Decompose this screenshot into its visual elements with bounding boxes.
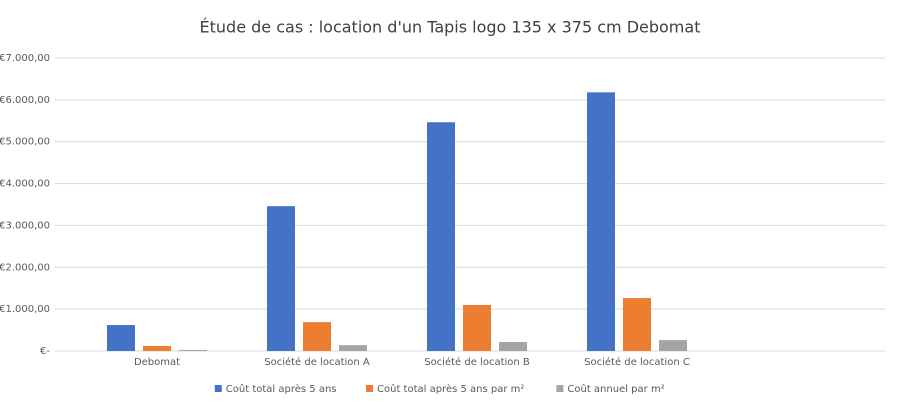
y-tick-label: €3.000,00	[0, 220, 50, 231]
legend-swatch	[556, 385, 564, 392]
bar	[587, 92, 615, 351]
y-tick-label: €6.000,00	[0, 95, 50, 106]
bar	[463, 304, 491, 351]
chart-title: Étude de cas : location d'un Tapis logo …	[200, 18, 701, 37]
x-tick-label: Debomat	[134, 357, 180, 368]
y-tick-label: €5.000,00	[0, 137, 50, 148]
bar	[267, 206, 295, 351]
bar	[339, 345, 367, 351]
bar	[427, 122, 455, 351]
y-tick-label: €1.000,00	[0, 304, 50, 315]
bar	[143, 345, 171, 351]
bar	[303, 322, 331, 351]
legend-label: Coût annuel par m²	[567, 383, 664, 395]
legend-swatch	[214, 385, 222, 392]
legend-swatch	[366, 385, 373, 392]
bar	[659, 340, 687, 351]
legend-label: Coût total après 5 ans	[226, 383, 337, 395]
bar	[623, 298, 651, 351]
y-tick-label: €-	[40, 346, 50, 357]
y-tick-label: €4.000,00	[0, 179, 50, 190]
y-tick-label: €7.000,00	[0, 53, 50, 64]
x-tick-label: Société de location C	[584, 356, 690, 368]
legend-label: Coût total après 5 ans par m²	[377, 383, 524, 395]
bar	[499, 342, 527, 351]
bar	[179, 349, 207, 351]
y-tick-label: €2.000,00	[0, 262, 50, 273]
x-tick-label: Société de location A	[264, 356, 370, 368]
bar	[107, 325, 135, 351]
x-tick-label: Société de location B	[424, 356, 530, 368]
